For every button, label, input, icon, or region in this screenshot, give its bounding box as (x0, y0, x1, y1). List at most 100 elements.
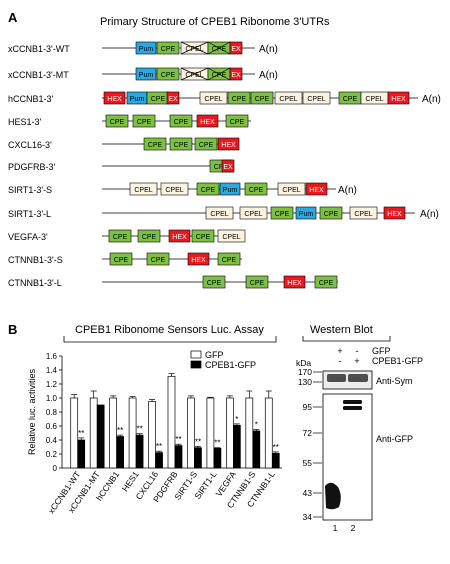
utr-element-label: CPE (212, 46, 227, 53)
utr-element-box (143, 137, 167, 151)
utr-element-box (169, 137, 193, 151)
utr-element-box (132, 114, 156, 128)
utr-element-label: CPE (174, 142, 189, 149)
utr-element-label: CPEL (185, 72, 203, 79)
lane2-sign: - (356, 346, 359, 356)
utr-element-box (191, 229, 215, 243)
utr-element-label: CPEL (204, 96, 222, 103)
utr-element-box (221, 159, 235, 173)
utr-element-label: HEX (387, 211, 402, 218)
utr-element-label: CPE (174, 119, 189, 126)
mutation-cross-mark (180, 41, 209, 55)
polya-tail-label: A(n) (338, 185, 357, 196)
utr-element-box (270, 206, 294, 220)
panel-b-letter: B (8, 322, 17, 337)
y-tick-label: 0 (53, 464, 58, 473)
utr-element-label: CPE (214, 164, 229, 171)
utr-element-box (129, 182, 158, 196)
utr-element-box (283, 275, 306, 289)
legend-label-gfp: GFP (205, 350, 224, 360)
utr-name: CTNNB1-3'-S (8, 255, 63, 265)
bar-cpeb1-gfp (194, 447, 202, 469)
y-axis-label: Relative luc. activities (27, 368, 37, 455)
utr-element-label: CPE (114, 257, 129, 264)
band-label-anti-sym: Anti-Sym (376, 376, 413, 386)
kda-marker: 43 (303, 488, 313, 498)
significance-mark: * (255, 421, 258, 430)
utr-element-box (168, 229, 191, 243)
utr-element-label: CPEL (354, 211, 372, 218)
panel-a: A Primary Structure of CPEB1 Ribonome 3'… (8, 10, 441, 289)
lane1-sign: - (339, 356, 342, 366)
bar-cpeb1-gfp (135, 434, 144, 469)
utr-element-label: CPEL (165, 187, 183, 194)
utr-element-box (250, 91, 274, 105)
utr-element-box (319, 206, 343, 220)
utr-element-label: HEX (287, 280, 302, 287)
utr-element-label: CPE (137, 119, 152, 126)
western-blot: Western Blot + - GFP- + CPEB1-GFPkDaAnti-Sym… (296, 324, 423, 533)
bar-gfp (70, 397, 79, 469)
utr-element-box (387, 91, 410, 105)
utr-element-box (187, 252, 210, 266)
band-gfp-lane1 (325, 482, 341, 510)
bar-gfp (89, 397, 98, 469)
mutation-cross-mark (207, 41, 231, 55)
utr-element-box (219, 182, 241, 196)
utr-element-label: HEX (391, 96, 406, 103)
y-tick-label: 0.6 (46, 422, 58, 431)
utr-element-box (205, 206, 234, 220)
utr-element-box (108, 229, 132, 243)
utr-element-box (383, 206, 406, 220)
utr-element-label: EX (231, 46, 241, 53)
significance-mark: ** (78, 429, 84, 438)
utr-element-box (349, 206, 378, 220)
utr-element-label: CPEL (222, 234, 240, 241)
polya-tail-label: A(n) (420, 209, 439, 220)
utr-element-label: Pum (223, 187, 238, 194)
utr-element-box (229, 41, 243, 55)
utr-element-box (245, 275, 269, 289)
utr-element-box (225, 114, 249, 128)
bar-gfp (226, 397, 234, 469)
utr-element-label: Pum (139, 72, 154, 79)
utr-element-box (217, 252, 241, 266)
significance-mark: ** (175, 435, 181, 444)
utr-element-label: CPEL (134, 187, 152, 194)
lane2-sign: + (354, 356, 359, 366)
utr-element-label: Pum (130, 96, 145, 103)
utr-element-label: CPE (222, 257, 237, 264)
legend-label-cpeb1-gfp: CPEB1-GFP (205, 360, 256, 370)
kda-marker: 130 (298, 377, 312, 387)
utr-element-label: CPE (230, 119, 245, 126)
band-cpeb1-gfp-lower (343, 406, 362, 410)
utr-element-box (202, 275, 226, 289)
utr-name: hCCNB1-3' (8, 94, 54, 104)
mutation-cross-mark (180, 67, 209, 81)
utr-rows: xCCNB1-3'-WT Pum CPE CPEL CPE EX A(n)xCCNB1-3'… (8, 41, 441, 289)
utr-element-label: HEX (172, 234, 187, 241)
utr-element-box (227, 91, 251, 105)
utr-element-label: CPE (199, 142, 214, 149)
utr-element-label: EX (231, 72, 241, 79)
bar-cpeb1-gfp (213, 448, 222, 469)
utr-element-box (274, 91, 303, 105)
utr-element-box (135, 67, 157, 81)
bar-cpeb1-gfp (155, 452, 163, 469)
bar-cpeb1-gfp (174, 445, 183, 469)
utr-element-box (217, 229, 246, 243)
polya-tail-label: A(n) (259, 44, 278, 55)
utr-element-box (244, 182, 268, 196)
utr-element-label: EX (168, 96, 178, 103)
utr-name: VEGFA-3' (8, 232, 48, 242)
utr-element-box (105, 114, 129, 128)
utr-element-label: CPE (207, 280, 222, 287)
legend-swatch-cpeb1-gfp (190, 360, 202, 369)
utr-name: SIRT1-3'-L (8, 209, 51, 219)
kda-marker: 170 (298, 367, 312, 377)
utr-element-box (305, 182, 328, 196)
western-title: Western Blot (310, 324, 373, 336)
utr-element-box (314, 275, 338, 289)
y-tick-label: 1.2 (46, 380, 58, 389)
